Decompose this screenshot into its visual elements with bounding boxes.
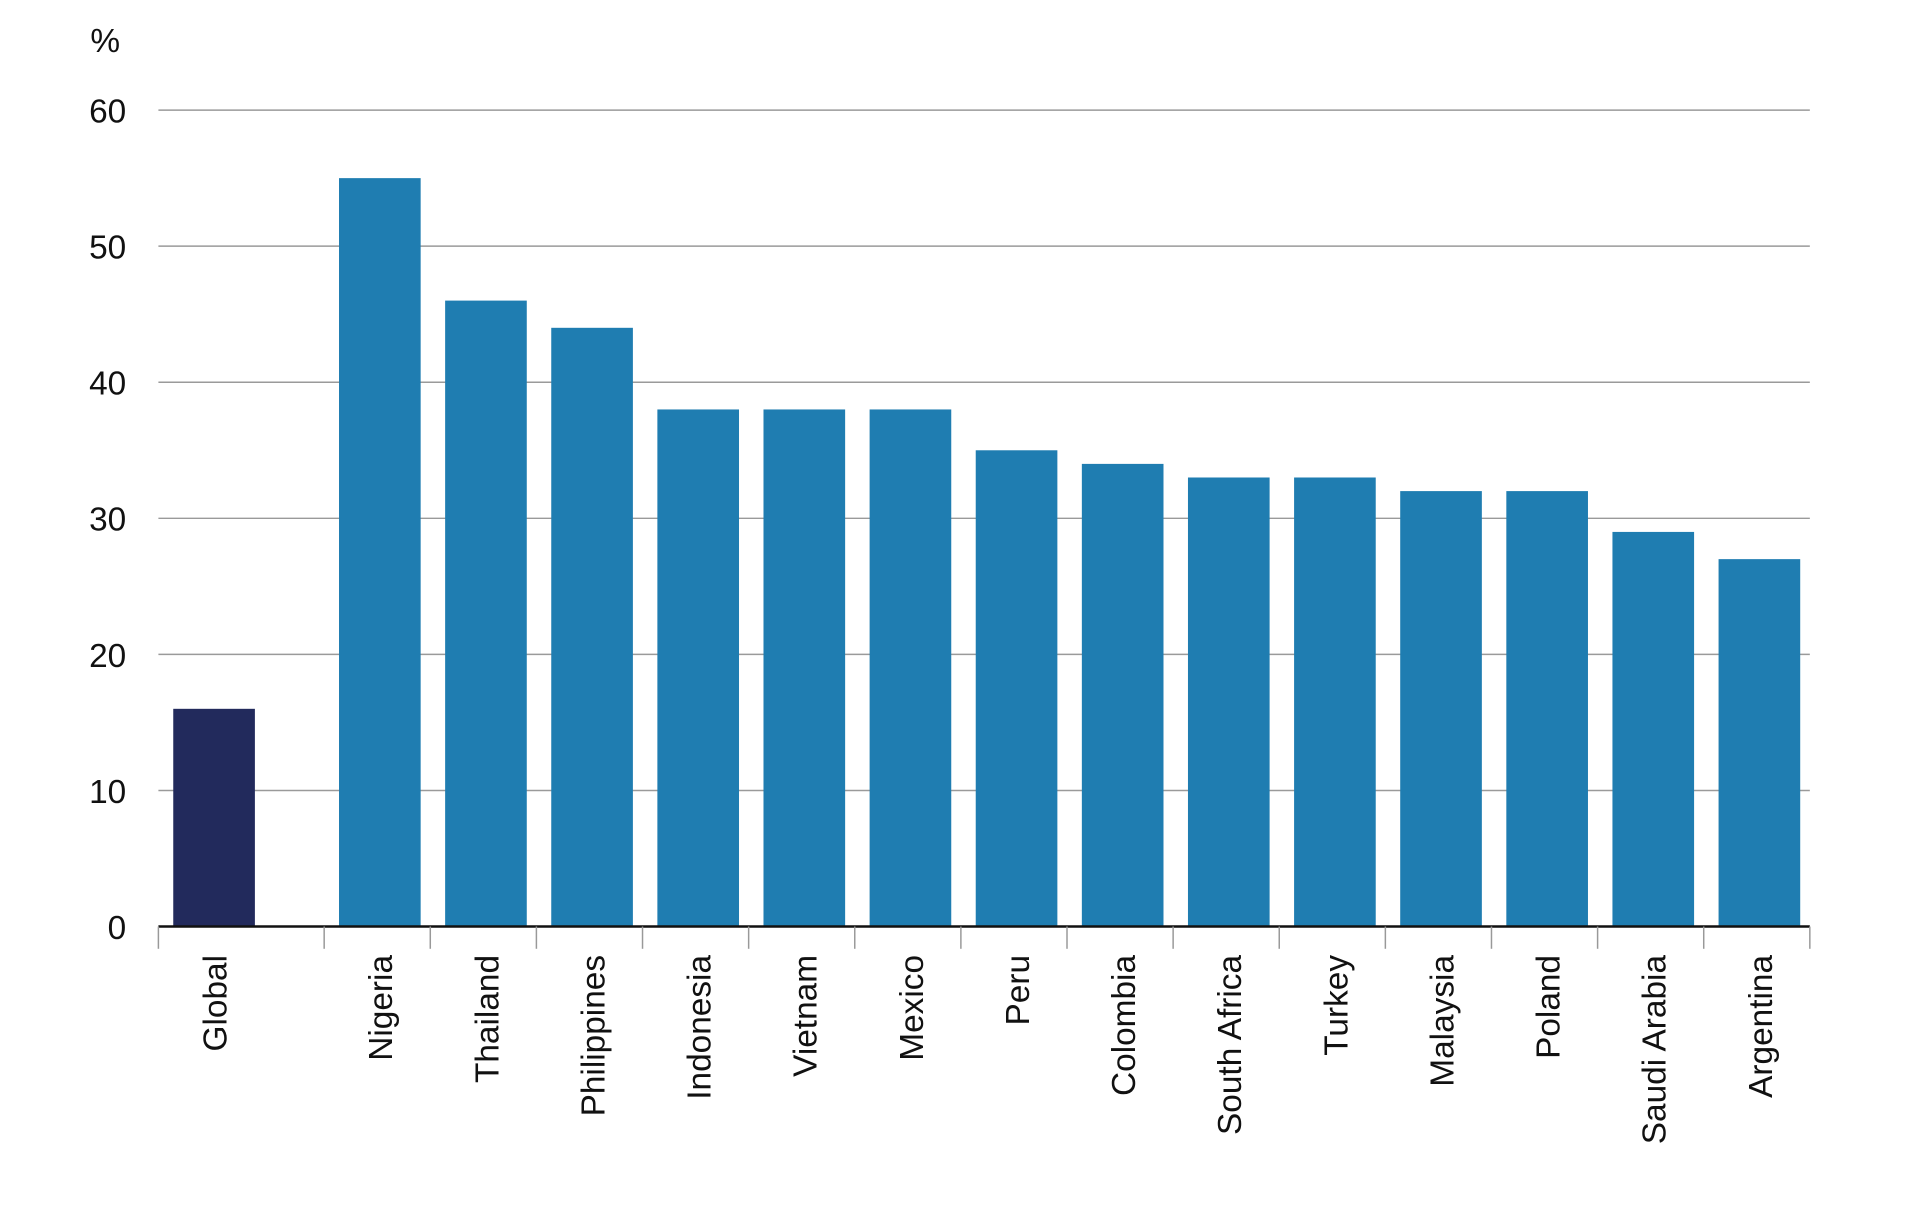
bar	[551, 327, 633, 927]
y-tick-label: 50	[89, 230, 126, 267]
y-tick-label: 30	[89, 502, 126, 539]
y-tick-label: 60	[89, 93, 126, 130]
y-axis-label: %	[90, 23, 120, 60]
bar	[339, 178, 421, 927]
x-tick-label: Indonesia	[682, 955, 719, 1100]
x-tick-label: South Africa	[1212, 955, 1249, 1135]
bar	[1400, 491, 1482, 927]
bar	[1506, 491, 1588, 927]
x-tick-label: Argentina	[1743, 955, 1780, 1098]
bar	[1294, 477, 1376, 927]
bar	[1187, 477, 1270, 927]
x-tick-label: Colombia	[1106, 955, 1143, 1096]
bar	[173, 708, 255, 927]
bar	[445, 300, 527, 927]
bar	[763, 409, 846, 927]
x-tick-label: Turkey	[1318, 955, 1355, 1056]
y-tick-label: 40	[89, 366, 126, 403]
x-tick-label: Saudi Arabia	[1637, 955, 1674, 1145]
bar	[1081, 463, 1164, 927]
y-tick-label: 0	[108, 910, 127, 947]
bar	[869, 409, 952, 927]
bar	[975, 450, 1058, 927]
x-tick-label: Nigeria	[363, 955, 400, 1061]
bar	[1718, 559, 1801, 927]
x-tick-label: Vietnam	[788, 955, 825, 1077]
x-tick-label: Poland	[1531, 955, 1568, 1059]
bar	[1612, 531, 1695, 927]
y-tick-label: 10	[89, 774, 126, 811]
x-tick-label: Mexico	[894, 955, 931, 1061]
y-tick-label: 20	[89, 638, 126, 675]
x-tick-label: Philippines	[575, 955, 612, 1116]
x-tick-label: Malaysia	[1424, 955, 1461, 1087]
bar	[657, 409, 740, 927]
x-tick-label: Thailand	[469, 955, 506, 1083]
x-tick-label: Global	[197, 955, 234, 1051]
x-tick-label: Peru	[1000, 955, 1037, 1025]
